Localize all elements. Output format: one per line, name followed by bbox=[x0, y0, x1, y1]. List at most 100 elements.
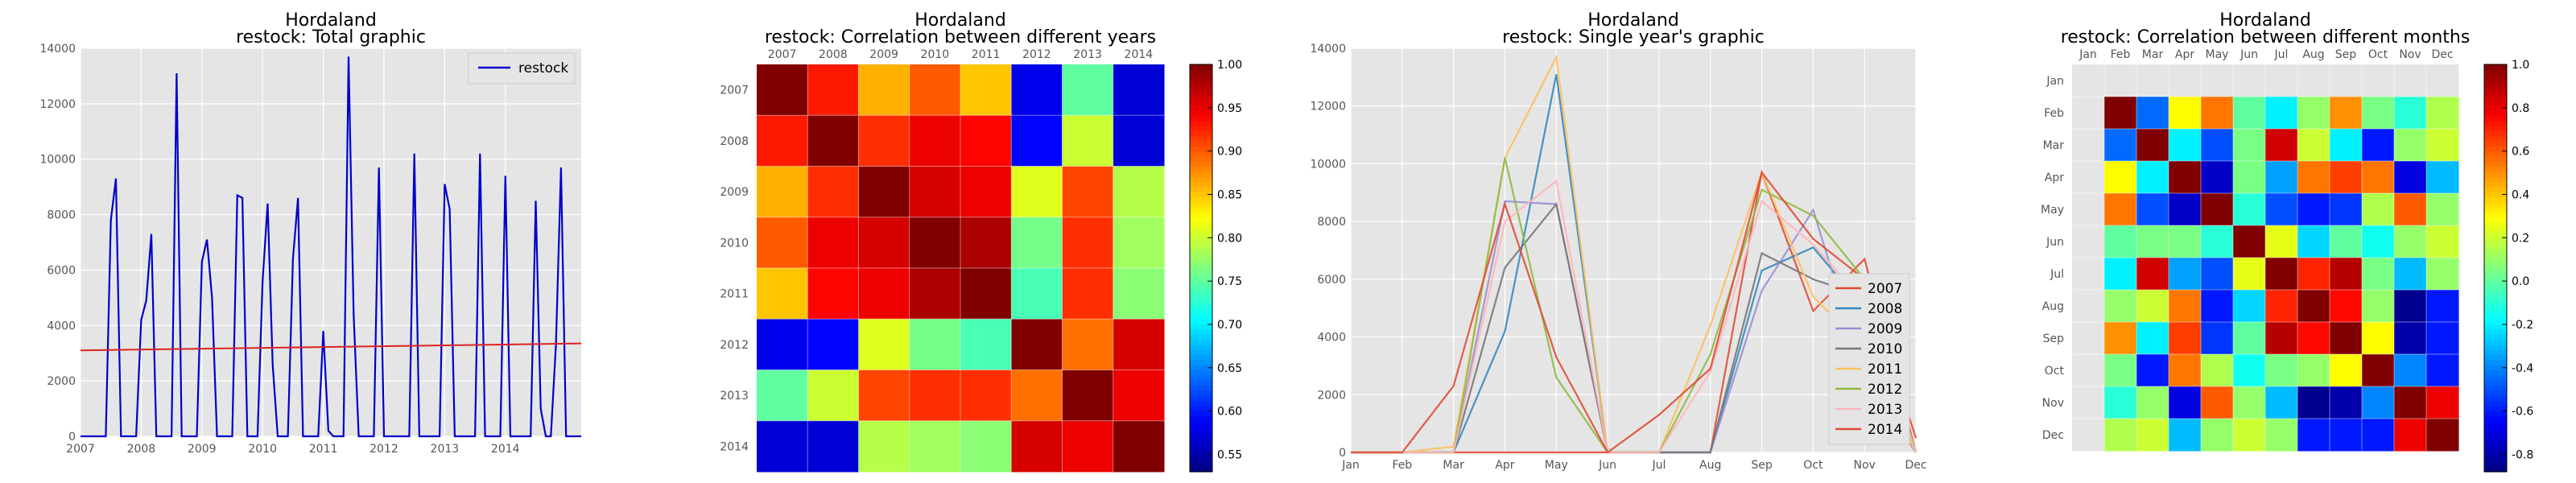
x-tick-label: Feb bbox=[1392, 459, 1412, 472]
heatmap-cell bbox=[2169, 97, 2202, 130]
x-tick-label: Jun bbox=[1598, 459, 1616, 472]
heatmap-cell bbox=[2394, 322, 2427, 355]
heatmap-cell bbox=[2136, 193, 2169, 226]
heatmap-cell bbox=[2330, 225, 2363, 258]
y-tick-label: 6000 bbox=[1317, 274, 1346, 287]
colorbar-segment bbox=[1190, 237, 1212, 243]
heatmap-cell bbox=[807, 166, 859, 218]
heatmap-cell bbox=[960, 166, 1012, 218]
heatmap-cell bbox=[2394, 225, 2427, 258]
heatmap-cell bbox=[2233, 193, 2266, 226]
heatmap-cell bbox=[858, 115, 910, 167]
colorbar-segment bbox=[2484, 395, 2507, 402]
heatmap-cell bbox=[757, 319, 808, 370]
chart-title: Hordaland bbox=[285, 10, 377, 31]
colorbar-segment bbox=[2484, 155, 2507, 162]
heatmap-cell bbox=[960, 64, 1012, 116]
heatmap-cell bbox=[1011, 420, 1063, 473]
colorbar-segment bbox=[2484, 380, 2507, 386]
heatmap-cell bbox=[2394, 354, 2427, 387]
colorbar-frame bbox=[2483, 64, 2508, 473]
heatmap-cell bbox=[2233, 419, 2266, 452]
row-label: Jun bbox=[2046, 236, 2064, 249]
colorbar-segment bbox=[1190, 140, 1212, 147]
series-line-2014 bbox=[1351, 170, 1918, 454]
heatmap-cell bbox=[1113, 166, 1165, 218]
column-label: Apr bbox=[2175, 48, 2194, 61]
heatmap-cell bbox=[2136, 258, 2169, 291]
heatmap-cell bbox=[757, 268, 808, 320]
heatmap-cell bbox=[2330, 322, 2363, 355]
x-tick-label: 2009 bbox=[188, 443, 217, 456]
colorbar-segment bbox=[1190, 395, 1212, 402]
heatmap-cell-empty bbox=[2426, 64, 2459, 97]
heatmap-cell bbox=[2136, 129, 2169, 162]
heatmap-cell bbox=[2265, 161, 2298, 194]
colorbar-segment bbox=[1190, 456, 1212, 462]
colorbar-segment bbox=[1190, 109, 1212, 116]
legend-label: 2011 bbox=[1868, 361, 1902, 378]
row-label: Jan bbox=[2046, 75, 2064, 88]
heatmap-cell bbox=[2201, 386, 2234, 419]
series-line-2013 bbox=[1351, 179, 1918, 454]
colorbar-segment bbox=[2484, 446, 2507, 452]
heatmap-cell bbox=[2201, 193, 2234, 226]
colorbar-segment bbox=[2484, 349, 2507, 356]
column-label: Dec bbox=[2431, 48, 2453, 61]
x-tick-label: Mar bbox=[1443, 459, 1464, 472]
heatmap-cell bbox=[2169, 354, 2202, 387]
heatmap-cell bbox=[2233, 129, 2266, 162]
colorbar-segment bbox=[1190, 161, 1212, 167]
x-tick-label: 2011 bbox=[309, 443, 338, 456]
heatmap-cell-empty bbox=[2394, 64, 2427, 97]
heatmap-cell bbox=[2330, 354, 2363, 387]
colorbar-segment bbox=[1190, 151, 1212, 157]
legend-label: 2009 bbox=[1868, 321, 1902, 337]
colorbar-tick-label: 0.2 bbox=[2512, 232, 2529, 245]
heatmap-cell bbox=[1062, 115, 1114, 167]
colorbar-segment bbox=[1190, 334, 1212, 341]
colorbar-segment bbox=[1190, 135, 1212, 142]
heatmap-cell bbox=[2233, 290, 2266, 323]
heatmap-cell bbox=[2394, 161, 2427, 194]
y-tick-label: 4000 bbox=[47, 320, 76, 332]
heatmap-cell bbox=[1011, 64, 1063, 116]
heatmap-cell bbox=[960, 319, 1012, 370]
column-label: May bbox=[2206, 48, 2229, 61]
column-label: 2011 bbox=[972, 48, 1001, 61]
legend-box bbox=[1828, 273, 1910, 445]
heatmap-cell bbox=[1011, 217, 1063, 269]
colorbar-tick-label: -0.4 bbox=[2512, 362, 2533, 375]
colorbar-segment bbox=[2484, 69, 2507, 76]
colorbar-segment bbox=[1190, 415, 1212, 422]
chart-subtitle: restock: Correlation between different y… bbox=[765, 27, 1156, 47]
colorbar-segment bbox=[1190, 349, 1212, 356]
heatmap-cell bbox=[2297, 193, 2330, 226]
colorbar-frame bbox=[1189, 64, 1213, 473]
row-label: Jul bbox=[2050, 268, 2064, 281]
x-tick-label: Jan bbox=[1341, 459, 1360, 472]
colorbar-segment bbox=[2484, 207, 2507, 213]
column-label: Oct bbox=[2368, 48, 2388, 61]
chart-subtitle: restock: Total graphic bbox=[236, 27, 426, 47]
heatmap-cell bbox=[1113, 420, 1165, 473]
x-tick-label: Apr bbox=[1495, 459, 1514, 472]
colorbar-segment bbox=[2484, 359, 2507, 365]
colorbar-segment bbox=[2484, 161, 2507, 167]
colorbar-segment bbox=[1190, 125, 1212, 131]
heatmap-cell bbox=[909, 64, 961, 116]
heatmap-cell bbox=[757, 217, 808, 269]
colorbar-segment bbox=[2484, 411, 2507, 417]
heatmap-cell bbox=[909, 115, 961, 167]
colorbar-segment bbox=[1190, 359, 1212, 365]
heatmap-cell bbox=[2426, 354, 2459, 387]
colorbar-segment bbox=[1190, 339, 1212, 345]
heatmap-cell-empty bbox=[2072, 129, 2105, 162]
y-tick-label: 4000 bbox=[1317, 332, 1346, 345]
colorbar-segment bbox=[1190, 89, 1212, 96]
heatmap-cell bbox=[2394, 258, 2427, 291]
colorbar-segment bbox=[1190, 201, 1212, 208]
heatmap-cell-empty bbox=[2265, 64, 2298, 97]
colorbar-segment bbox=[2484, 258, 2507, 264]
